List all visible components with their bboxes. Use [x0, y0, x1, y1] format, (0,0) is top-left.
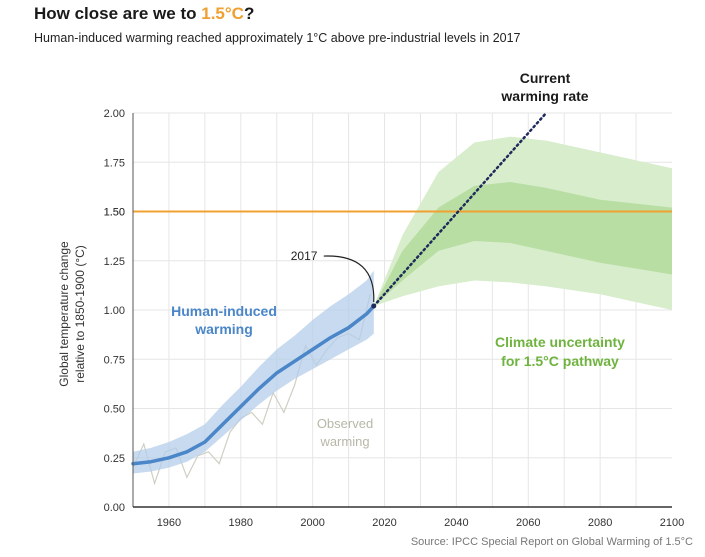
x-tick-label: 1980	[229, 517, 253, 529]
annotation-2017-label: 2017	[291, 249, 318, 263]
current-rate-label: Current	[520, 70, 571, 86]
y-tick-label: 2.00	[104, 108, 125, 120]
annotation-2017-leader	[323, 255, 375, 303]
x-tick-label: 2000	[300, 517, 324, 529]
current-rate-label: warming rate	[500, 88, 588, 104]
human-induced-label: Human-induced	[171, 303, 277, 319]
chart-subtitle: Human-induced warming reached approximat…	[34, 31, 521, 45]
x-tick-label: 2100	[660, 517, 684, 529]
y-tick-label: 1.25	[104, 256, 125, 268]
observed-warming-label: warming	[319, 434, 369, 449]
source-note: Source: IPCC Special Report on Global Wa…	[410, 536, 693, 548]
y-axis-label: relative to 1850-1900 (°C)	[73, 245, 87, 383]
current-rate-line	[372, 111, 548, 308]
y-tick-label: 0.00	[104, 502, 125, 514]
title-suffix: ?	[243, 4, 255, 23]
x-tick-label: 2020	[372, 517, 396, 529]
y-tick-label: 1.75	[104, 157, 125, 169]
title-highlight: 1.5°C	[201, 4, 244, 23]
y-tick-label: 0.75	[104, 354, 125, 366]
y-tick-label: 0.50	[104, 404, 125, 416]
marker-2017	[371, 303, 377, 309]
y-tick-label: 1.50	[104, 207, 125, 219]
y-tick-label: 0.25	[104, 453, 125, 465]
y-axis-label: Global temperature change	[57, 241, 71, 387]
human-induced-label: warming	[194, 321, 253, 337]
title-prefix: How close are we to	[34, 4, 202, 23]
chart-title: How close are we to 1.5°C?	[34, 4, 254, 24]
y-tick-label: 1.00	[104, 305, 125, 317]
threshold-label: 1.50	[104, 207, 125, 219]
human-induced-band	[133, 270, 374, 474]
climate-uncertainty-label: Climate uncertainty	[495, 334, 625, 350]
x-tick-label: 2060	[516, 517, 540, 529]
x-tick-label: 2040	[444, 517, 468, 529]
x-tick-label: 1960	[157, 517, 181, 529]
climate-uncertainty-label: for 1.5°C pathway	[501, 353, 619, 369]
observed-warming-label: Observed	[317, 416, 373, 431]
x-tick-label: 2080	[588, 517, 612, 529]
human-induced-line	[131, 304, 376, 466]
climate-uncertainty-inner-band	[373, 182, 672, 307]
